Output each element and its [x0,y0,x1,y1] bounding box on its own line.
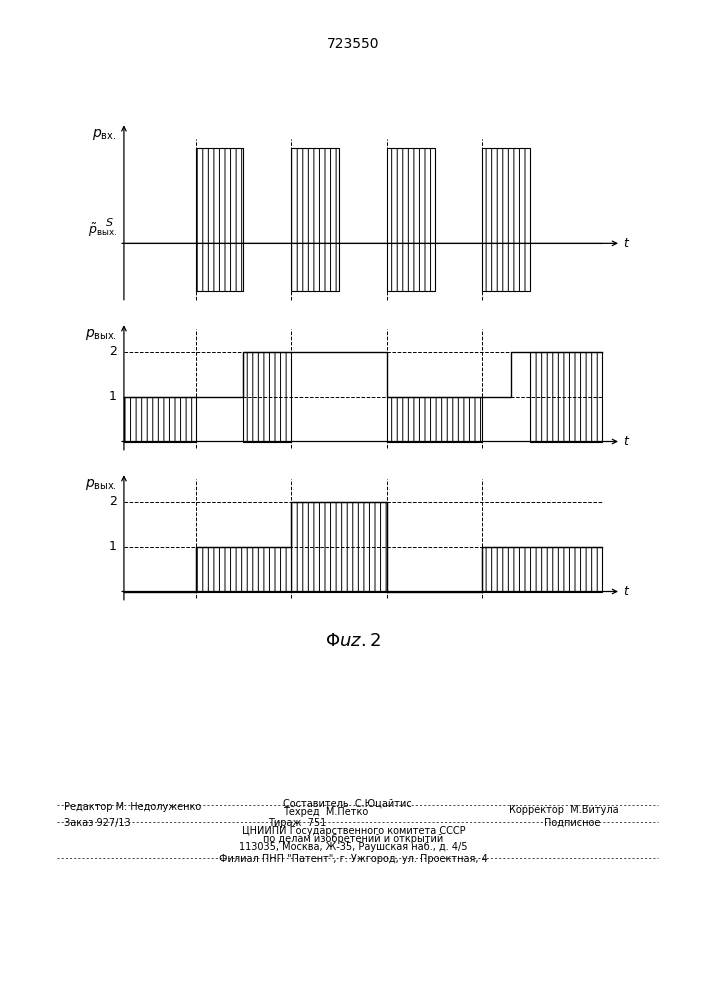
Bar [482,546,602,591]
Text: $p_{\rm{вх.}}$: $p_{\rm{вх.}}$ [93,127,117,142]
Text: Техред  М.Петко: Техред М.Петко [283,807,368,817]
Text: 1: 1 [109,390,117,403]
Text: Подписное: Подписное [544,818,601,828]
Text: Тираж  751: Тираж 751 [268,818,326,828]
Text: $S$: $S$ [105,216,113,228]
Bar [387,396,482,442]
Bar [482,148,530,291]
Bar [291,502,387,591]
Text: $t$: $t$ [624,435,631,448]
Bar [124,396,196,442]
Text: ЦНИИПИ Государственного комитета СССР: ЦНИИПИ Государственного комитета СССР [242,826,465,836]
Text: $t$: $t$ [624,237,631,250]
Bar [196,546,291,591]
Bar [291,148,339,291]
Text: Филиал ПНП "Патент", г. Ужгород, ул. Проектная, 4: Филиал ПНП "Патент", г. Ужгород, ул. Про… [219,854,488,864]
Bar [530,352,602,442]
Text: Редактор М. Недолуженко: Редактор М. Недолуженко [64,802,201,812]
Bar [196,148,243,291]
Text: 113035, Москва, Ж-35, Раушская наб., д. 4/5: 113035, Москва, Ж-35, Раушская наб., д. … [239,842,468,852]
Text: 723550: 723550 [327,37,380,51]
Text: $\tilde{p}_{\rm{вых.}}$: $\tilde{p}_{\rm{вых.}}$ [88,221,117,239]
Text: Корректор  М.Витула: Корректор М.Витула [509,805,619,815]
Text: $p_{\rm{вых.}}$: $p_{\rm{вых.}}$ [85,327,117,342]
Text: $t$: $t$ [624,585,631,598]
Text: Составитель  С.Юцайтис: Составитель С.Юцайтис [283,799,411,809]
Bar [243,352,291,442]
Bar [387,148,435,291]
Text: $\mathit{\Phi u z. 2}$: $\mathit{\Phi u z. 2}$ [325,632,382,650]
Text: Заказ 927/13: Заказ 927/13 [64,818,130,828]
Text: 2: 2 [109,345,117,358]
Text: 2: 2 [109,495,117,508]
Text: $p_{\rm{вых.}}$: $p_{\rm{вых.}}$ [85,477,117,492]
Text: 1: 1 [109,540,117,553]
Text: по делам изобретений и открытий: по делам изобретений и открытий [264,834,443,844]
